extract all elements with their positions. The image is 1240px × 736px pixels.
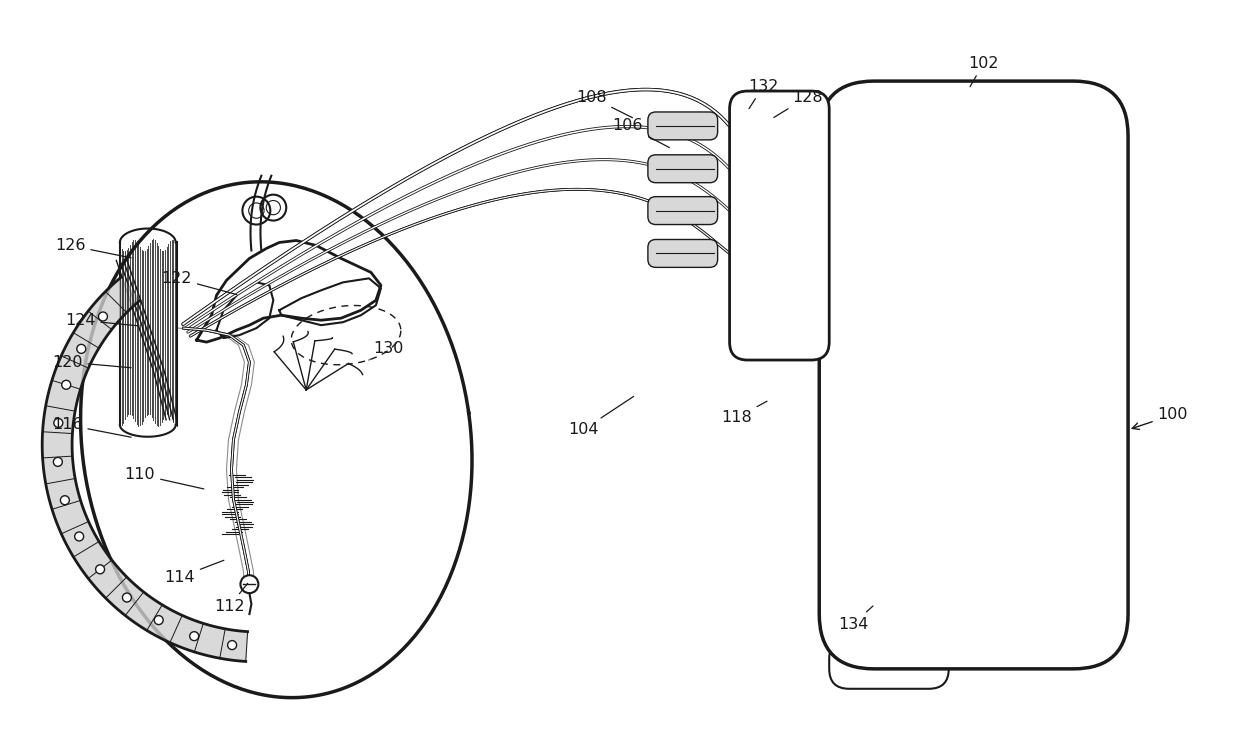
Circle shape — [190, 631, 198, 640]
Text: 100: 100 — [1132, 407, 1188, 429]
Text: 106: 106 — [613, 118, 670, 147]
Circle shape — [123, 593, 131, 602]
FancyBboxPatch shape — [729, 91, 830, 360]
Text: 110: 110 — [124, 467, 203, 489]
Text: 132: 132 — [748, 79, 779, 109]
Circle shape — [62, 381, 71, 389]
FancyBboxPatch shape — [647, 197, 718, 224]
FancyBboxPatch shape — [647, 112, 718, 140]
Circle shape — [154, 615, 164, 625]
Circle shape — [241, 576, 258, 593]
Text: 122: 122 — [161, 271, 237, 294]
FancyBboxPatch shape — [647, 155, 718, 183]
FancyBboxPatch shape — [830, 639, 949, 689]
FancyBboxPatch shape — [820, 81, 1128, 669]
Text: 130: 130 — [370, 341, 404, 360]
Circle shape — [61, 496, 69, 505]
Circle shape — [77, 344, 86, 353]
Text: 134: 134 — [838, 606, 873, 631]
Text: 124: 124 — [64, 313, 139, 328]
Circle shape — [95, 565, 104, 574]
Text: 116: 116 — [52, 417, 131, 437]
Polygon shape — [42, 277, 248, 662]
Text: 114: 114 — [165, 560, 224, 584]
Text: 104: 104 — [568, 397, 634, 437]
Text: 108: 108 — [575, 90, 632, 118]
Circle shape — [74, 532, 83, 541]
Text: 118: 118 — [722, 401, 768, 425]
FancyBboxPatch shape — [647, 239, 718, 267]
Text: 112: 112 — [215, 584, 248, 614]
Text: 102: 102 — [968, 56, 999, 87]
Text: 128: 128 — [774, 90, 822, 118]
Circle shape — [53, 457, 62, 467]
Text: 126: 126 — [55, 238, 131, 258]
Circle shape — [53, 419, 63, 428]
Circle shape — [98, 312, 108, 321]
Circle shape — [228, 640, 237, 650]
Text: 120: 120 — [52, 355, 131, 369]
